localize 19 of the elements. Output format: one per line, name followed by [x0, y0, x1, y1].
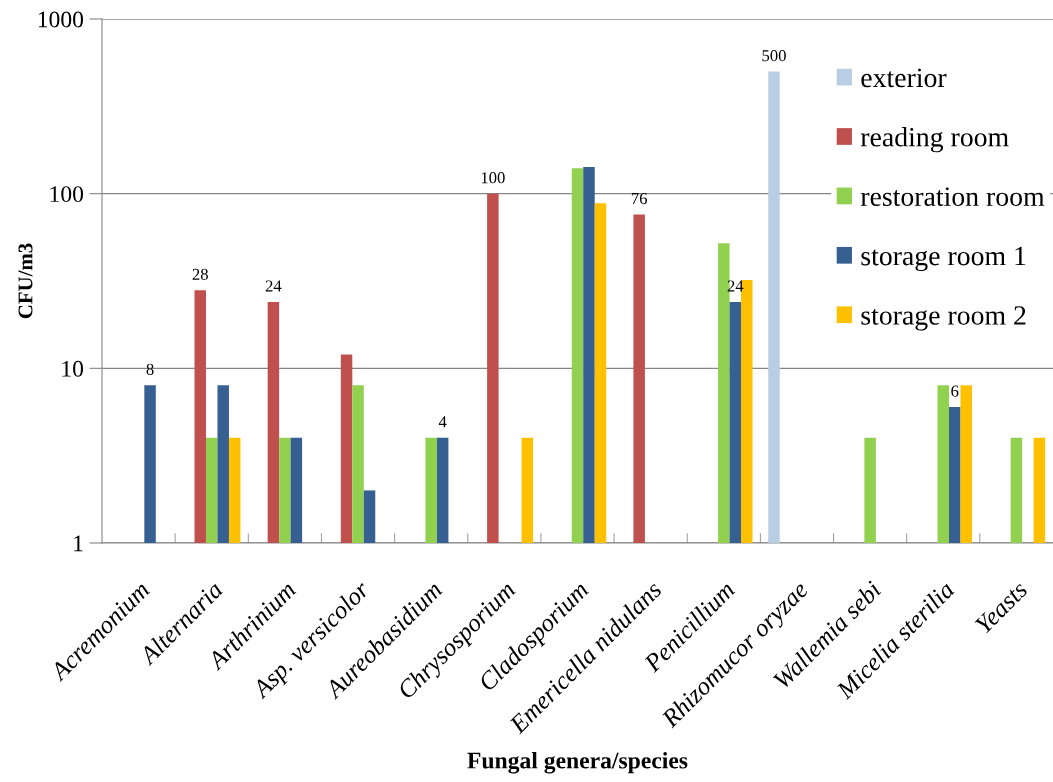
data-label: 76	[631, 192, 647, 205]
legend-label: storage room 1	[861, 246, 1026, 272]
legend-label: restoration room	[860, 187, 1045, 207]
data-label: 100	[481, 172, 505, 184]
legend-label: reading room	[860, 127, 1009, 153]
data-label: 6	[951, 385, 959, 397]
y-tick-label: 1	[74, 535, 83, 552]
legend-label: storage room 2	[861, 306, 1026, 331]
y-tick-label: 10	[62, 360, 84, 377]
data-label: 24	[265, 280, 282, 292]
y-tick-label: 1000	[38, 11, 84, 28]
x-axis-title: Fungal genera/species	[467, 751, 688, 774]
data-label: 4	[438, 416, 447, 428]
data-label: 28	[192, 268, 208, 280]
data-label: 8	[146, 363, 154, 375]
y-tick-label: 100	[50, 186, 84, 203]
legend-label: exterior	[861, 68, 947, 88]
data-label: 500	[762, 50, 786, 62]
y-axis-title: CFU/m3	[18, 243, 33, 319]
